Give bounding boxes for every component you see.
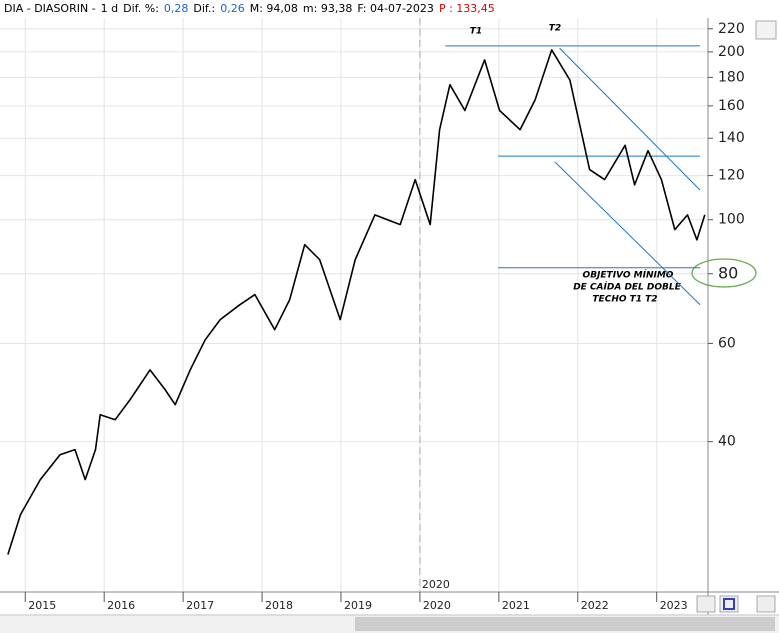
x-tick-label: 2015 [28,599,56,612]
x-tick-label: 2022 [581,599,609,612]
annotation: T2 [549,24,561,34]
y-tick-label: 220 [718,21,745,37]
scroll-thumb[interactable] [355,617,775,631]
y-tick-label: 40 [718,434,736,450]
annotation: OBJETIVO MÍNIMO [583,269,674,281]
header-item: 1 d [100,2,119,15]
header-item: F: 04-07-2023 [357,2,434,15]
y-tick-label: 80 [718,263,738,282]
header-item: Dif. %: [123,2,159,15]
x-tick-label: 2020 [423,599,451,612]
y-tick-label: 60 [718,335,736,351]
header-item: P : 133,45 [438,2,495,15]
header-item: M: 94,08 [249,2,298,15]
y-tick-label: 120 [718,168,745,184]
x-tick-label: 2021 [502,599,530,612]
divider-label: 2020 [422,578,450,591]
y-axis-panel [708,18,779,592]
y-tick-label: 160 [718,98,745,114]
reference-line [554,161,701,306]
header-item: Dif.: [193,2,216,15]
x-tick-label: 2019 [344,599,372,612]
header: DIA - DIASORIN - 1 d Dif. %: 0,28 Dif.: 0,26 M… [4,2,500,15]
button[interactable] [696,595,716,613]
button[interactable] [756,595,776,613]
log-button[interactable] [755,20,777,40]
reference-line [559,47,701,191]
annotation: DE CAÍDA DEL DOBLE [573,281,681,293]
x-tick-label: 2018 [265,599,293,612]
y-tick-label: 180 [718,69,745,85]
save-icon [723,598,735,610]
annotation: TECHO T1 T2 [592,295,657,305]
y-tick-label: 200 [718,44,745,60]
y-tick-label: 140 [718,130,745,146]
header-item: DIA - DIASORIN - [4,2,96,15]
y-tick-label: 100 [718,212,745,228]
x-tick-label: 2023 [660,599,688,612]
header-item: 0,26 [220,2,245,15]
highlight-ellipse [691,258,757,288]
price-line [7,49,706,555]
x-tick-label: 2017 [186,599,214,612]
x-tick-label: 2016 [107,599,135,612]
header-item: m: 93,38 [302,2,353,15]
header-item: 0,28 [163,2,189,15]
annotation: T1 [470,27,482,37]
